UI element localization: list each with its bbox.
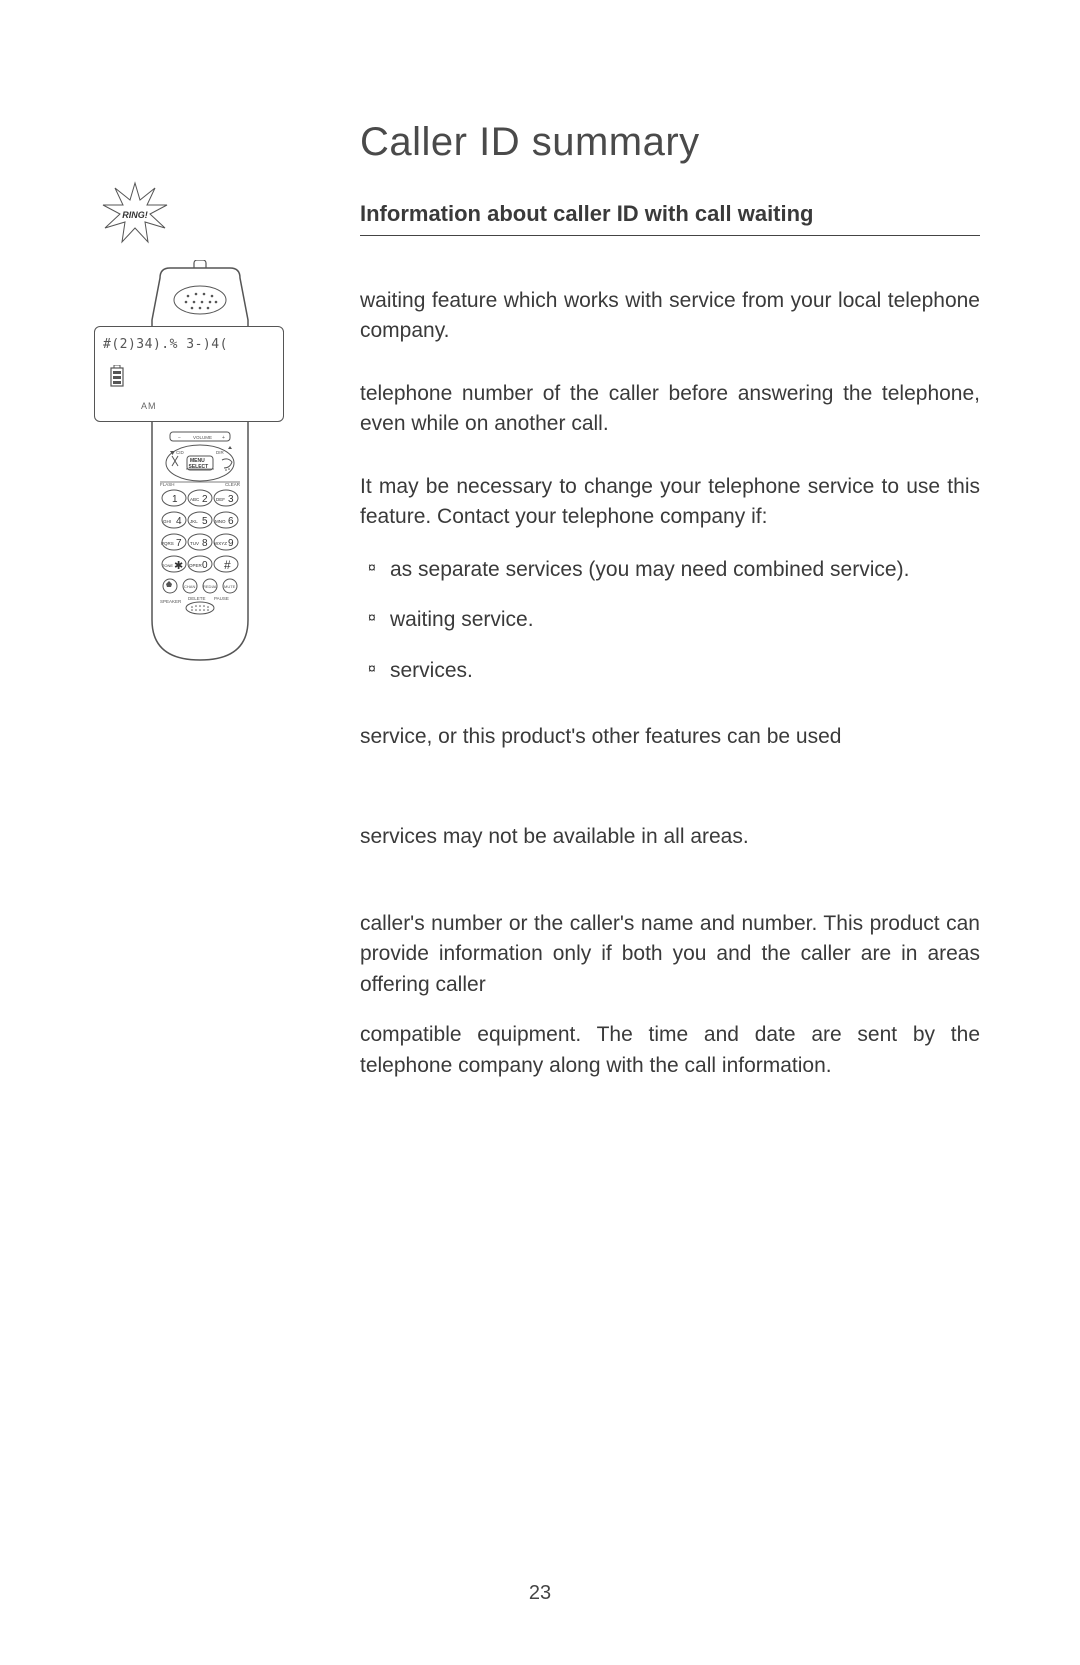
- manual-page: RING! − VOLUME +: [0, 0, 1080, 1665]
- bullet-marker: ¤: [368, 605, 390, 630]
- handset-drawing: − VOLUME + MENU SELECT CID DIR FLASH: [130, 260, 270, 670]
- svg-text:+: +: [222, 435, 225, 441]
- handset-screen: #(2)34).% 3-)4( AM: [94, 326, 284, 422]
- svg-text:MUTE: MUTE: [224, 584, 236, 589]
- bullet-marker: ¤: [368, 656, 390, 681]
- svg-text:4: 4: [176, 516, 182, 527]
- svg-text:7: 7: [176, 538, 182, 549]
- svg-text:FLASH: FLASH: [160, 482, 175, 487]
- svg-text:CHAN: CHAN: [184, 584, 195, 589]
- main-content: Caller ID summary Information about call…: [360, 120, 980, 1081]
- svg-text:#: #: [224, 558, 231, 572]
- svg-text:GHI: GHI: [163, 519, 171, 524]
- bullet-text: waiting service.: [390, 605, 980, 635]
- ring-burst: RING!: [100, 180, 170, 250]
- bullet-item: ¤ services.: [368, 656, 980, 686]
- paragraph: telephone number of the caller before an…: [360, 379, 980, 440]
- svg-text:REDIAL: REDIAL: [203, 584, 218, 589]
- phone-illustration: RING! − VOLUME +: [100, 180, 300, 670]
- paragraph: services may not be available in all are…: [360, 822, 980, 852]
- svg-text:TONE: TONE: [162, 563, 173, 568]
- svg-text:PQRS: PQRS: [161, 541, 174, 546]
- screen-am-label: AM: [141, 401, 157, 411]
- svg-text:OPER: OPER: [189, 563, 203, 568]
- section-subtitle: Information about caller ID with call wa…: [360, 201, 980, 236]
- bullet-item: ¤ waiting service.: [368, 605, 980, 635]
- svg-text:MNO: MNO: [215, 519, 226, 524]
- svg-text:✱: ✱: [174, 560, 183, 572]
- svg-text:2: 2: [202, 494, 208, 505]
- svg-text:3: 3: [228, 494, 234, 505]
- svg-text:DEF: DEF: [216, 497, 225, 502]
- svg-text:5: 5: [202, 516, 208, 527]
- svg-text:0: 0: [202, 560, 208, 571]
- battery-icon: [109, 365, 125, 387]
- paragraph: caller's number or the caller's name and…: [360, 909, 980, 1000]
- svg-text:CID: CID: [176, 450, 185, 455]
- paragraph: It may be necessary to change your telep…: [360, 472, 980, 533]
- ring-label: RING!: [122, 210, 148, 220]
- svg-text:JKL: JKL: [190, 519, 198, 524]
- paragraph: compatible equipment. The time and date …: [360, 1020, 980, 1081]
- svg-text:8: 8: [202, 538, 208, 549]
- screen-text-line: #(2)34).% 3-)4(: [103, 337, 275, 352]
- bullet-list: ¤ as separate services (you may need com…: [368, 555, 980, 686]
- bullet-item: ¤ as separate services (you may need com…: [368, 555, 980, 585]
- page-number: 23: [529, 1582, 551, 1605]
- svg-text:TUV: TUV: [190, 541, 199, 546]
- svg-text:VOLUME: VOLUME: [193, 435, 212, 440]
- svg-text:−: −: [178, 435, 181, 441]
- svg-text:DIR: DIR: [216, 450, 225, 455]
- svg-text:6: 6: [228, 516, 234, 527]
- page-title: Caller ID summary: [360, 120, 980, 165]
- bullet-text: services.: [390, 656, 980, 686]
- svg-text:DELETE: DELETE: [188, 596, 206, 601]
- bullet-text: as separate services (you may need combi…: [390, 555, 980, 585]
- bullet-marker: ¤: [368, 555, 390, 580]
- svg-text:PAUSE: PAUSE: [214, 596, 229, 601]
- handset-icon: − VOLUME + MENU SELECT CID DIR FLASH: [130, 260, 270, 670]
- svg-text:SPEAKER: SPEAKER: [160, 599, 182, 604]
- svg-text:9: 9: [228, 538, 234, 549]
- svg-text:ABC: ABC: [190, 497, 200, 502]
- paragraph: waiting feature which works with service…: [360, 286, 980, 347]
- svg-text:CLEAR: CLEAR: [225, 482, 241, 487]
- svg-text:1: 1: [172, 494, 178, 505]
- paragraph: service, or this product's other feature…: [360, 722, 980, 752]
- svg-text:WXYZ: WXYZ: [214, 541, 227, 546]
